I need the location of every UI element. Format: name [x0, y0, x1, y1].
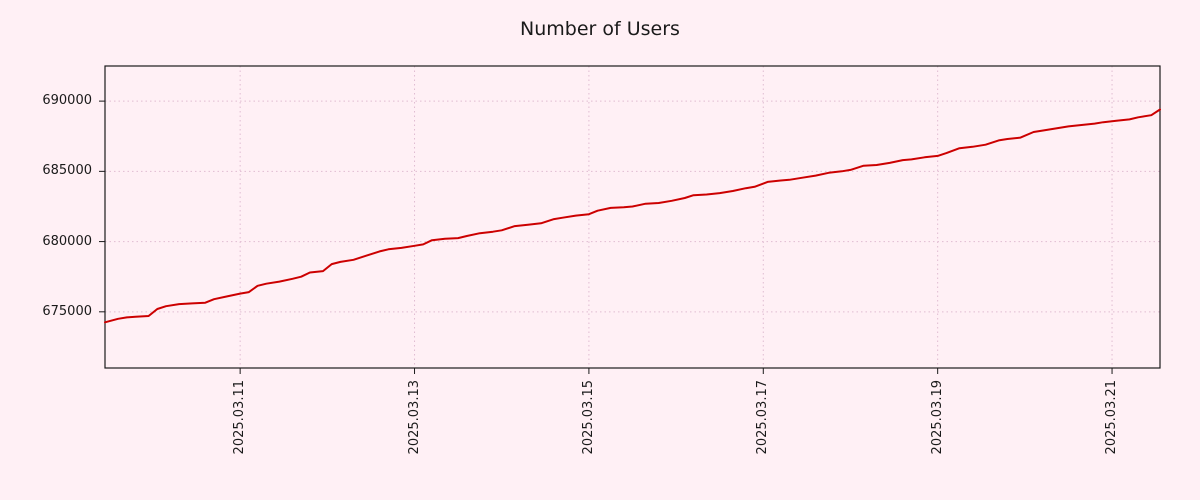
x-tick-label: 2025.03.17 [755, 380, 771, 455]
x-tick-label: 2025.03.13 [406, 380, 422, 455]
chart-title: Number of Users [520, 18, 680, 40]
y-tick-label: 675000 [42, 303, 92, 319]
x-tick-label: 2025.03.21 [1104, 380, 1120, 455]
plot-border [104, 65, 1161, 369]
x-tick-label: 2025.03.15 [580, 380, 596, 455]
line-series-users [104, 108, 1161, 324]
x-tick-label: 2025.03.19 [929, 380, 945, 455]
x-tick-label: 2025.03.11 [232, 380, 248, 455]
y-tick-label: 680000 [42, 233, 92, 249]
y-tick-label: 690000 [42, 93, 92, 109]
y-tick-label: 685000 [42, 163, 92, 179]
